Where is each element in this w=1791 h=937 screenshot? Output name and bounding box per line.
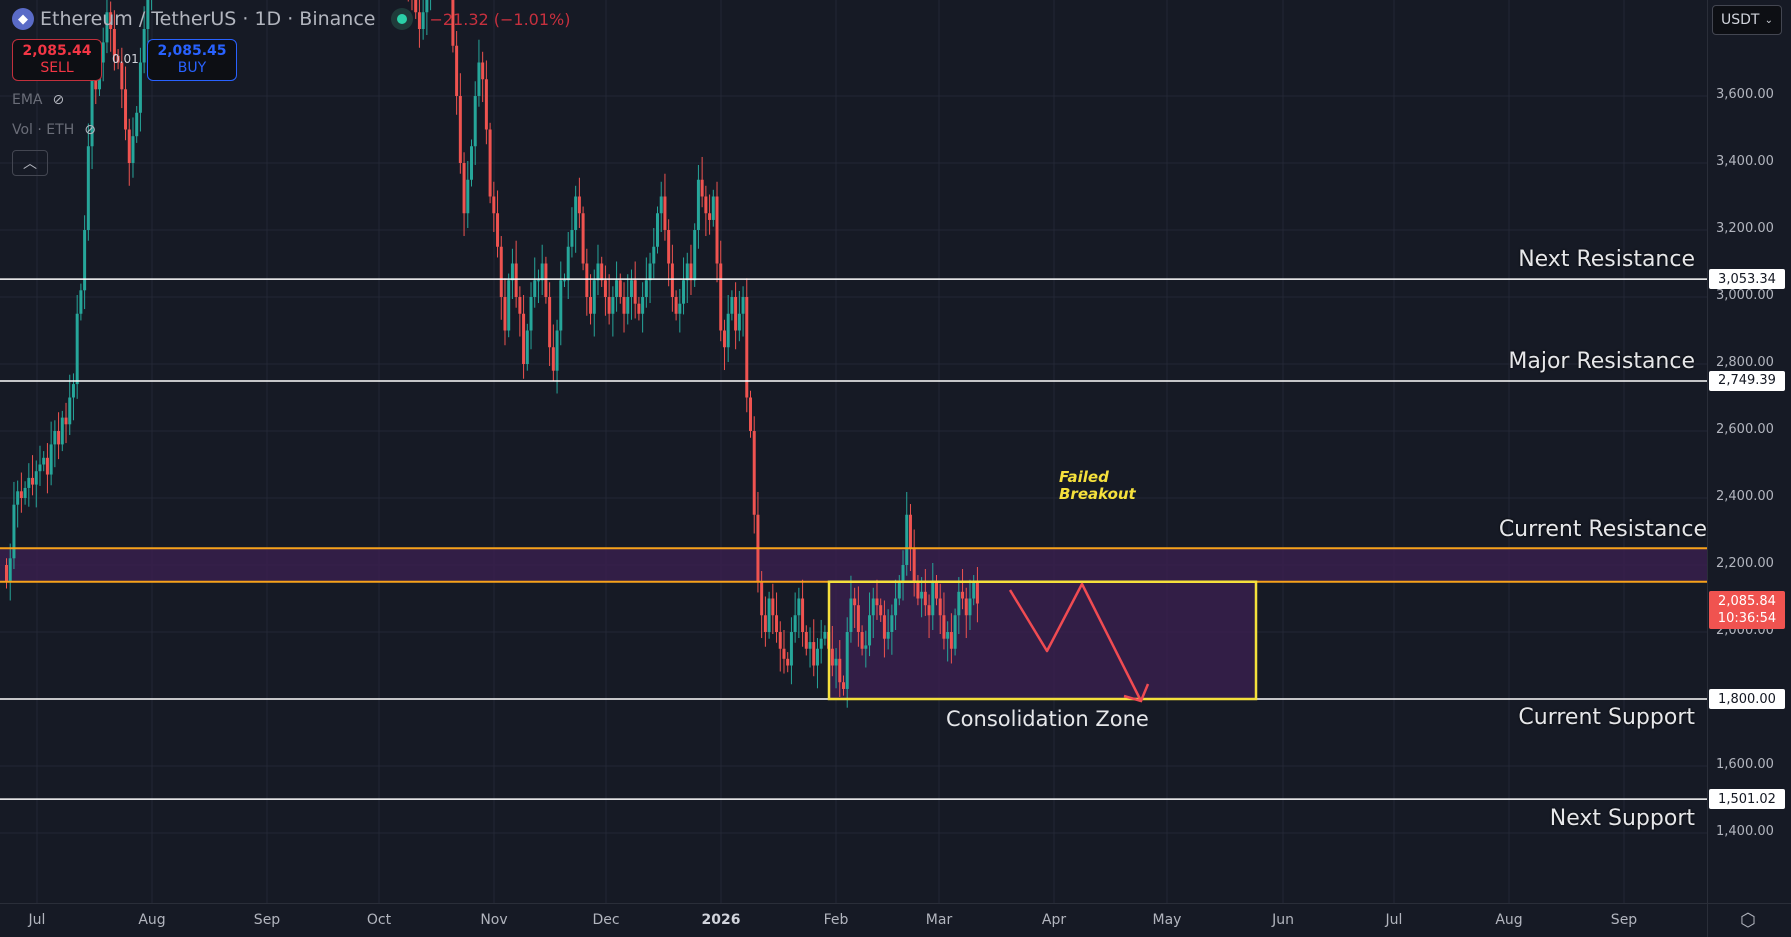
eye-hidden-icon[interactable]: ⊘ <box>84 122 96 138</box>
ethereum-logo-icon: ◆ <box>12 8 34 30</box>
chevron-down-icon: ⌄ <box>1764 14 1773 26</box>
sell-label: SELL <box>40 60 74 76</box>
price-tick: 3,400.00 <box>1716 154 1774 169</box>
current-support-label: Current Support <box>1518 705 1695 730</box>
current-resistance-label: Current Resistance <box>1498 517 1707 542</box>
time-tick: Aug <box>1495 912 1523 928</box>
chart-pane[interactable]: ◆ Ethereum / TetherUS · 1D · Binance −21… <box>0 0 1707 903</box>
major-resistance-label: Major Resistance <box>1508 349 1695 374</box>
current-price-tag: 2,085.84 10:36:54 <box>1709 591 1785 630</box>
price-tick: 2,800.00 <box>1716 355 1774 370</box>
time-axis[interactable]: Jul Aug Sep Oct Nov Dec 2026 Feb Mar Apr May Jun Jul… <box>0 903 1707 937</box>
indicator-label: Vol · ETH <box>12 122 75 138</box>
sell-price: 2,085.44 <box>22 43 92 59</box>
indicator-volume[interactable]: Vol · ETH ⊘ <box>12 122 96 138</box>
time-tick: Dec <box>592 912 620 928</box>
level-price-tag: 2,749.39 <box>1709 370 1785 391</box>
price-tick: 2,200.00 <box>1716 556 1774 571</box>
price-change: −21.32 (−1.01%) <box>429 9 571 29</box>
time-tick: Apr <box>1041 912 1067 928</box>
chart-settings-button[interactable]: ⬡ <box>1707 903 1791 937</box>
price-axis[interactable]: USDT ⌄ 3,600.00 3,400.00 3,200.00 3,000.00 2… <box>1707 0 1791 903</box>
eye-hidden-icon[interactable]: ⊘ <box>52 92 65 108</box>
failed-breakout-text: Failed Breakout <box>1059 468 1136 503</box>
price-tick: 3,200.00 <box>1716 221 1774 236</box>
indicator-ema[interactable]: EMA ⊘ <box>12 92 64 108</box>
buy-label: BUY <box>177 60 207 76</box>
symbol-legend: ◆ Ethereum / TetherUS · 1D · Binance −21… <box>12 8 570 30</box>
next-support-label: Next Support <box>1549 806 1695 831</box>
spread-value: 0.01 <box>112 52 139 66</box>
currency-selector[interactable]: USDT ⌄ <box>1712 5 1782 35</box>
sell-button[interactable]: 2,085.44 SELL <box>12 39 102 81</box>
next-resistance-label: Next Resistance <box>1518 247 1695 272</box>
time-tick: Sep <box>1610 912 1638 928</box>
indicator-label: EMA <box>12 92 43 108</box>
time-tick: Sep <box>253 912 281 928</box>
time-tick: Aug <box>138 912 166 928</box>
time-tick: Feb <box>823 912 849 928</box>
price-tick: 1,400.00 <box>1716 824 1774 839</box>
time-tick: Jul <box>1385 912 1403 928</box>
currency-label: USDT <box>1721 12 1760 28</box>
consolidation-zone-label: Consolidation Zone <box>946 707 1149 731</box>
market-open-icon <box>391 8 414 30</box>
symbol-title[interactable]: Ethereum / TetherUS · 1D · Binance <box>40 8 376 30</box>
price-tick: 1,600.00 <box>1716 757 1774 772</box>
time-tick: Mar <box>925 912 953 928</box>
buy-button[interactable]: 2,085.45 BUY <box>147 39 237 81</box>
price-tick: 2,400.00 <box>1716 489 1774 504</box>
time-tick: Nov <box>480 912 508 928</box>
price-tick: 2,600.00 <box>1716 422 1774 437</box>
time-tick: 2026 <box>701 912 741 928</box>
collapse-legend-button[interactable]: ︿ <box>12 150 48 176</box>
settings-hexagon-icon: ⬡ <box>1740 910 1756 931</box>
level-price-tag: 1,501.02 <box>1709 789 1785 810</box>
candlestick-chart[interactable] <box>0 0 1707 903</box>
time-tick: May <box>1152 912 1182 928</box>
price-tick: 3,600.00 <box>1716 87 1774 102</box>
time-tick: Jul <box>28 912 46 928</box>
time-tick: Jun <box>1272 912 1294 928</box>
buy-price: 2,085.45 <box>157 43 227 59</box>
level-price-tag: 1,800.00 <box>1709 689 1785 709</box>
price-tick: 3,000.00 <box>1716 288 1774 303</box>
time-tick: Oct <box>366 912 392 928</box>
chevron-up-icon: ︿ <box>23 156 37 172</box>
level-price-tag: 3,053.34 <box>1709 269 1785 290</box>
failed-breakout-label: Failed Breakout <box>1059 469 1136 503</box>
